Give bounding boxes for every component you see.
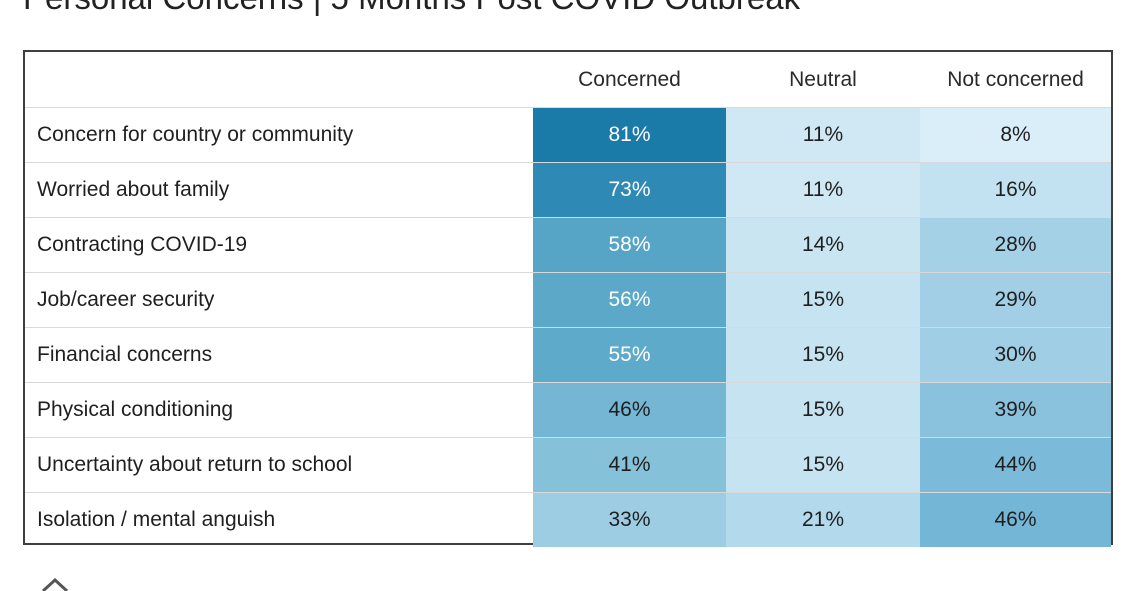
- cell-not-concerned: 28%: [920, 218, 1111, 272]
- cell-neutral: 14%: [726, 218, 920, 272]
- cell-concerned: 73%: [533, 163, 726, 217]
- cell-not-concerned: 46%: [920, 493, 1111, 547]
- header-corner: [25, 52, 533, 107]
- row-label: Isolation / mental anguish: [37, 508, 276, 531]
- table-row: Worried about family 73% 11% 16%: [25, 162, 1111, 217]
- cell-neutral: 11%: [726, 163, 920, 217]
- row-label: Physical conditioning: [37, 398, 234, 421]
- cell-concerned: 58%: [533, 218, 726, 272]
- cell-neutral: 21%: [726, 493, 920, 547]
- cell-not-concerned: 39%: [920, 383, 1111, 437]
- cell-concerned: 55%: [533, 328, 726, 382]
- chart-title: Personal Concerns | 5 Months Post COVID …: [23, 0, 800, 18]
- cell-concerned: 81%: [533, 108, 726, 162]
- table-row: Job/career security 56% 15% 29%: [25, 272, 1111, 327]
- cell-not-concerned: 29%: [920, 273, 1111, 327]
- cell-concerned: 56%: [533, 273, 726, 327]
- column-header-concerned: Concerned: [578, 67, 681, 91]
- cell-not-concerned: 30%: [920, 328, 1111, 382]
- row-label: Worried about family: [37, 178, 230, 201]
- cell-concerned: 41%: [533, 438, 726, 492]
- column-header-neutral: Neutral: [789, 67, 857, 91]
- row-label: Job/career security: [37, 288, 215, 311]
- table-header-row: Concerned Neutral Not concerned: [25, 52, 1111, 107]
- row-label: Concern for country or community: [37, 123, 354, 146]
- heatmap-table: Concerned Neutral Not concerned Concern …: [23, 50, 1113, 547]
- table-row: Contracting COVID-19 58% 14% 28%: [25, 217, 1111, 272]
- cell-concerned: 46%: [533, 383, 726, 437]
- cell-not-concerned: 44%: [920, 438, 1111, 492]
- cell-not-concerned: 8%: [920, 108, 1111, 162]
- cell-concerned: 33%: [533, 493, 726, 547]
- row-label: Contracting COVID-19: [37, 233, 248, 256]
- cell-neutral: 15%: [726, 273, 920, 327]
- cell-neutral: 11%: [726, 108, 920, 162]
- table-row: Uncertainty about return to school 41% 15%…: [25, 437, 1111, 492]
- cell-neutral: 15%: [726, 438, 920, 492]
- home-icon: [42, 578, 68, 591]
- cell-neutral: 15%: [726, 328, 920, 382]
- table-row: Isolation / mental anguish 33% 21% 46%: [25, 492, 1111, 547]
- column-header-not-concerned: Not concerned: [947, 67, 1084, 91]
- cell-neutral: 15%: [726, 383, 920, 437]
- cell-not-concerned: 16%: [920, 163, 1111, 217]
- table-row: Financial concerns 55% 15% 30%: [25, 327, 1111, 382]
- row-label: Financial concerns: [37, 343, 213, 366]
- table-row: Concern for country or community 81% 11% 8%: [25, 107, 1111, 162]
- table-row: Physical conditioning 46% 15% 39%: [25, 382, 1111, 437]
- row-label: Uncertainty about return to school: [37, 453, 353, 476]
